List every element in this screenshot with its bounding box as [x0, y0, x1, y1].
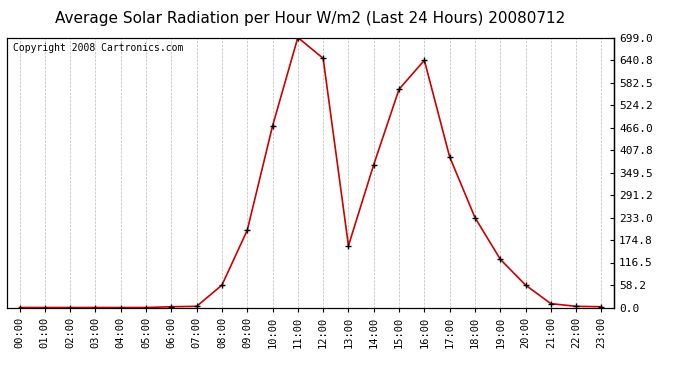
Text: Average Solar Radiation per Hour W/m2 (Last 24 Hours) 20080712: Average Solar Radiation per Hour W/m2 (L…: [55, 11, 566, 26]
Text: Copyright 2008 Cartronics.com: Copyright 2008 Cartronics.com: [13, 43, 184, 53]
